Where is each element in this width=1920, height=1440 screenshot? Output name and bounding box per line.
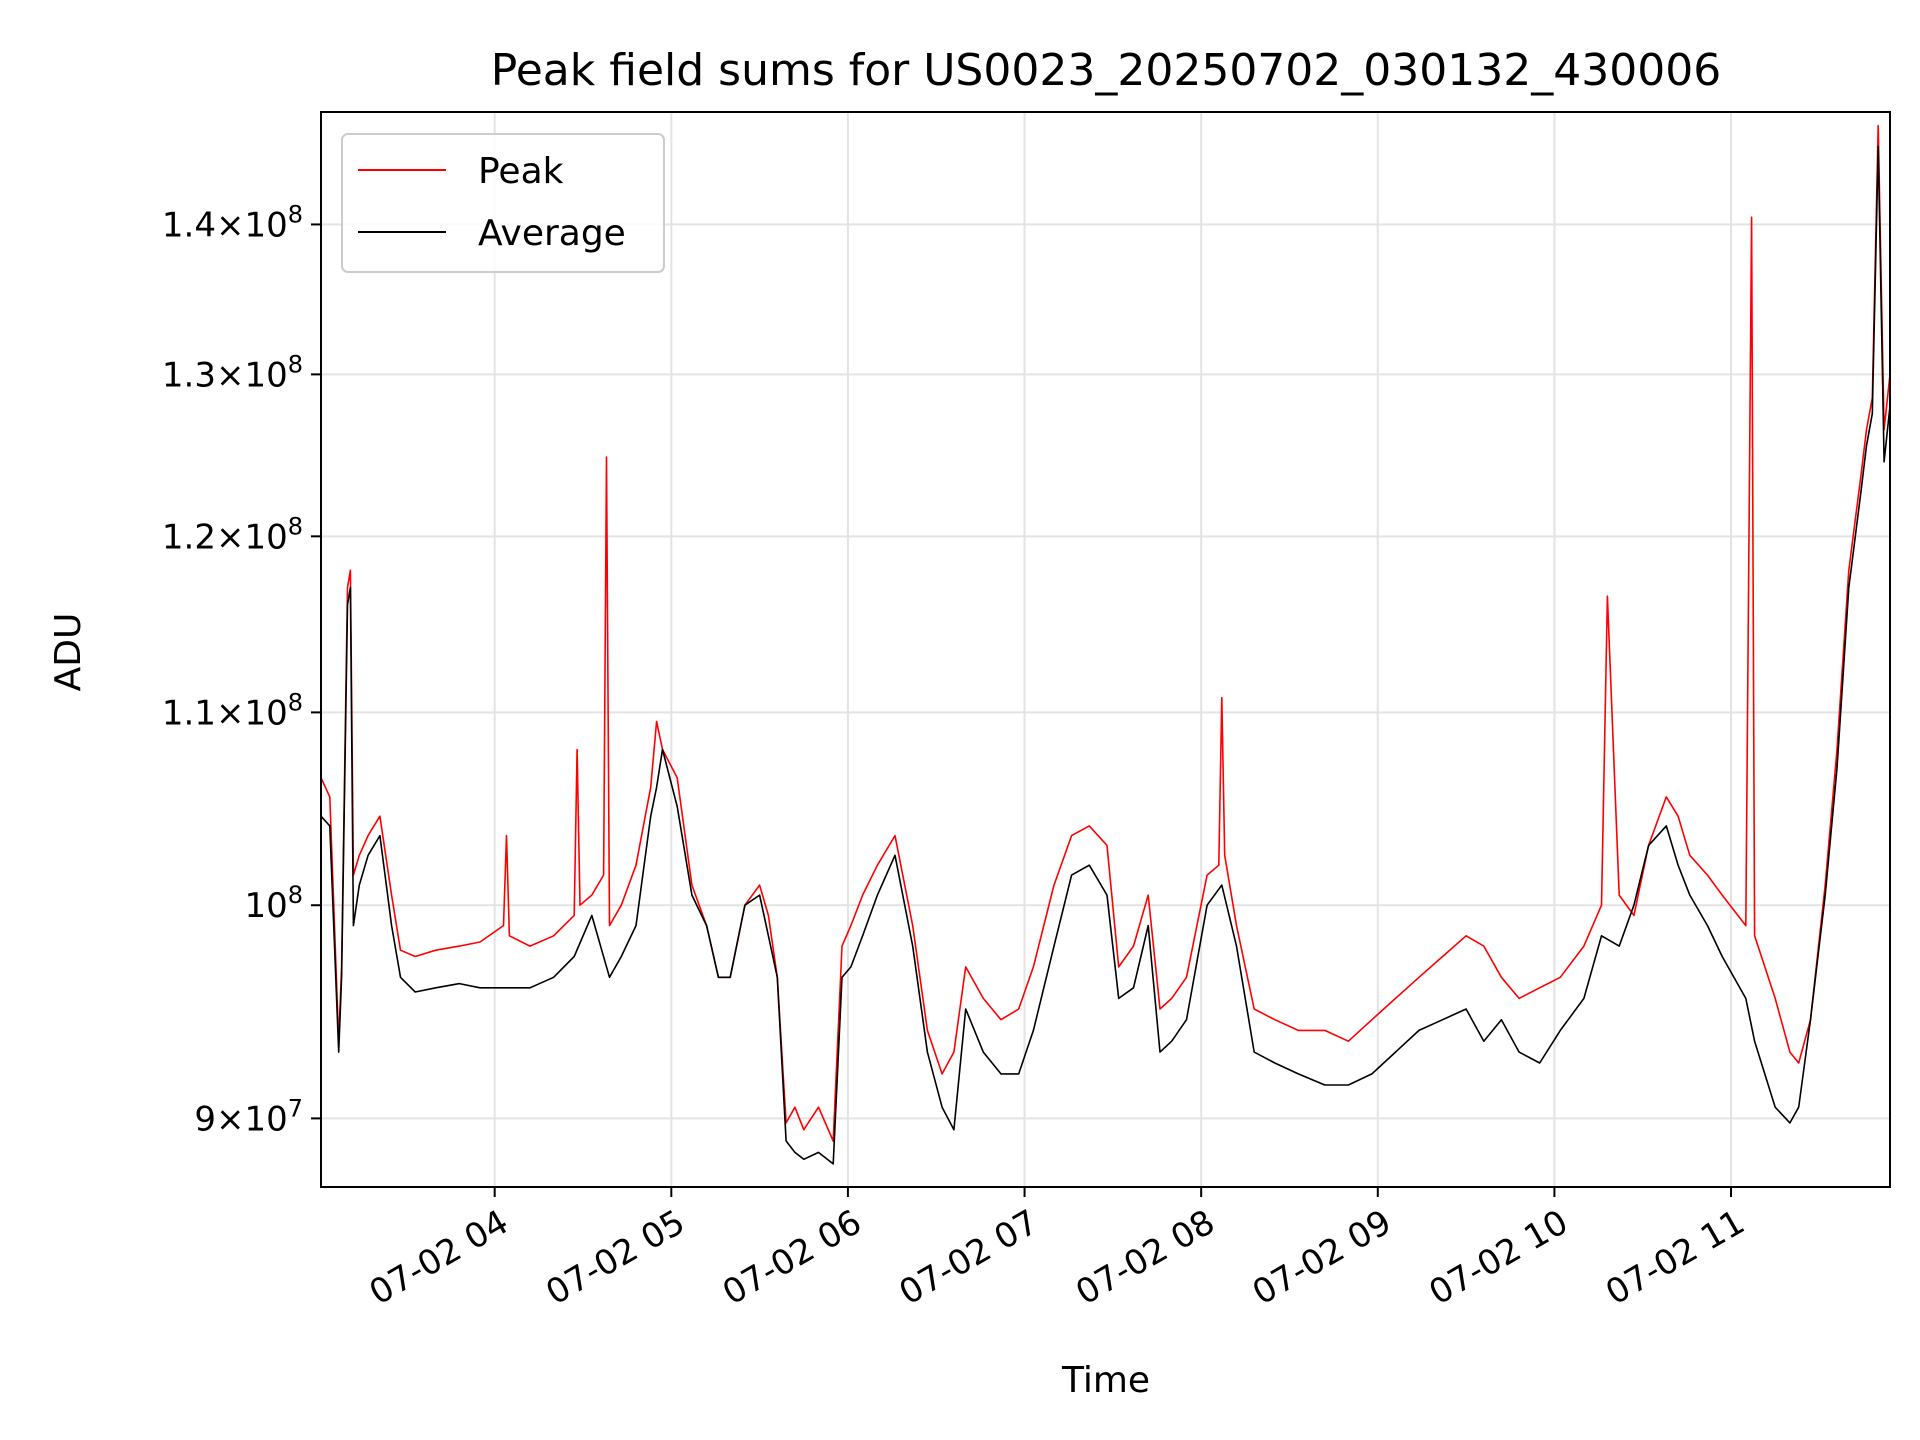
plot-frame <box>320 111 1891 1188</box>
legend-label: Peak <box>478 151 564 192</box>
chart-title: Peak field sums for US0023_20250702_0301… <box>491 45 1721 96</box>
y-tick-label: 1.4×108 <box>162 200 303 245</box>
x-axis-label: Time <box>1061 1360 1150 1401</box>
series-line-average <box>320 145 1891 1165</box>
y-tick-label: 1.3×108 <box>162 350 303 395</box>
y-axis: 9×107 108 1.1×108 1.2×108 1.3×108 1.4×108 <box>162 200 321 1139</box>
series-layer <box>320 124 1891 1165</box>
legend-label: Average <box>478 213 626 254</box>
y-tick-label: 9×107 <box>194 1094 303 1139</box>
y-tick-label: 1.1×108 <box>162 688 303 733</box>
y-axis-label: ADU <box>48 613 89 692</box>
gridlines <box>321 112 1890 1187</box>
legend-box <box>341 133 665 273</box>
legend: Peak Average <box>341 133 665 273</box>
y-tick-label: 108 <box>244 881 303 926</box>
y-tick-label: 1.2×108 <box>162 512 303 557</box>
series-line-peak <box>320 124 1891 1142</box>
